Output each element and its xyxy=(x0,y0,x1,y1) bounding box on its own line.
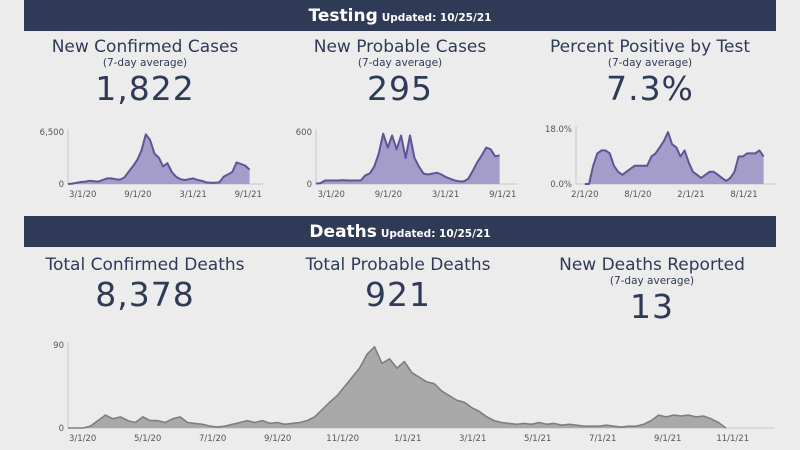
testing-updated: Updated: 10/25/21 xyxy=(381,12,492,24)
area-fill xyxy=(584,132,764,184)
x-tick-label: 2/1/21 xyxy=(677,190,704,200)
new-deaths-stat: New Deaths Reported (7-day average) 13 xyxy=(532,255,772,326)
percent-positive-stat: Percent Positive by Test (7-day average)… xyxy=(530,37,770,108)
x-tick-label: 9/1/21 xyxy=(654,434,681,444)
x-tick-label: 3/1/20 xyxy=(69,190,96,200)
x-tick-label: 2/1/20 xyxy=(571,190,598,200)
area-fill xyxy=(316,133,500,184)
y-tick-label: 0.0% xyxy=(550,180,572,190)
x-tick-label: 9/1/20 xyxy=(375,190,402,200)
stat-sub: (7-day average) xyxy=(357,57,443,69)
series-line xyxy=(584,131,765,185)
y-tick-label: 0 xyxy=(59,424,64,434)
testing-banner: Testing Updated: 10/25/21 xyxy=(24,0,776,31)
x-tick-label: 9/1/21 xyxy=(489,190,516,200)
x-tick-label: 5/1/20 xyxy=(134,434,161,444)
stat-label: Total Probable Deaths xyxy=(305,255,491,275)
x-tick-label: 1/1/21 xyxy=(394,434,421,444)
stat-label: Total Confirmed Deaths xyxy=(45,255,245,275)
total-confirmed-deaths-stat: Total Confirmed Deaths 8,378 xyxy=(25,255,265,314)
x-tick-label: 11/1/21 xyxy=(716,434,749,444)
x-tick-label: 9/1/20 xyxy=(264,434,291,444)
x-tick-label: 3/1/20 xyxy=(318,190,345,200)
area-fill xyxy=(68,346,726,428)
total-probable-deaths-stat: Total Probable Deaths 921 xyxy=(278,255,518,314)
x-tick-label: 3/1/21 xyxy=(179,190,206,200)
chart-confirmed: 0 6,500 3/1/20 9/1/20 3/1/21 9/1/21 xyxy=(40,128,263,200)
stat-value: 13 xyxy=(630,287,674,326)
new-probable-cases-stat: New Probable Cases (7-day average) 295 xyxy=(280,37,520,108)
x-tick-label: 8/1/20 xyxy=(624,190,651,200)
stat-value: 8,378 xyxy=(95,275,195,314)
stat-value: 7.3% xyxy=(606,69,694,108)
stat-value: 1,822 xyxy=(95,69,195,108)
x-tick-label: 7/1/20 xyxy=(199,434,226,444)
stat-sub: (7-day average) xyxy=(609,275,695,287)
y-tick-label: 18.0% xyxy=(545,125,572,135)
stat-sub: (7-day average) xyxy=(607,57,693,69)
deaths-title: Deaths xyxy=(309,222,377,242)
x-tick-label: 9/1/21 xyxy=(235,190,262,200)
stat-label: Percent Positive by Test xyxy=(549,37,751,57)
chart-deaths: 0 90 3/1/20 5/1/20 7/1/20 9/1/20 11/1/20 1/1/21… xyxy=(53,341,775,444)
x-tick-label: 3/1/21 xyxy=(459,434,486,444)
x-tick-label: 8/1/21 xyxy=(730,190,757,200)
stat-label: New Confirmed Cases xyxy=(51,37,239,57)
new-confirmed-cases-stat: New Confirmed Cases (7-day average) 1,82… xyxy=(25,37,265,108)
x-tick-label: 11/1/20 xyxy=(326,434,359,444)
y-tick-label: 0 xyxy=(307,180,312,190)
stat-label: New Probable Cases xyxy=(313,37,487,57)
chart-percent: 0.0% 18.0% 2/1/20 8/1/20 2/1/21 8/1/21 xyxy=(545,125,775,200)
y-tick-label: 90 xyxy=(53,341,64,351)
x-tick-label: 3/1/20 xyxy=(69,434,96,444)
series-line xyxy=(315,132,500,185)
x-tick-label: 5/1/21 xyxy=(524,434,551,444)
stat-value: 921 xyxy=(365,275,431,314)
series-line xyxy=(68,346,727,429)
stat-value: 295 xyxy=(367,69,433,108)
chart-probable: 0 600 3/1/20 9/1/20 3/1/21 9/1/21 xyxy=(296,128,518,200)
x-tick-label: 9/1/20 xyxy=(124,190,151,200)
deaths-banner: Deaths Updated: 10/25/21 xyxy=(24,216,776,247)
y-tick-label: 600 xyxy=(296,128,312,138)
y-tick-label: 6,500 xyxy=(40,128,64,138)
stat-label: New Deaths Reported xyxy=(559,255,745,275)
stat-sub: (7-day average) xyxy=(102,57,188,69)
x-tick-label: 3/1/21 xyxy=(432,190,459,200)
y-tick-label: 0 xyxy=(59,180,64,190)
testing-title: Testing xyxy=(308,6,378,26)
x-tick-label: 7/1/21 xyxy=(589,434,616,444)
deaths-updated: Updated: 10/25/21 xyxy=(380,228,491,240)
